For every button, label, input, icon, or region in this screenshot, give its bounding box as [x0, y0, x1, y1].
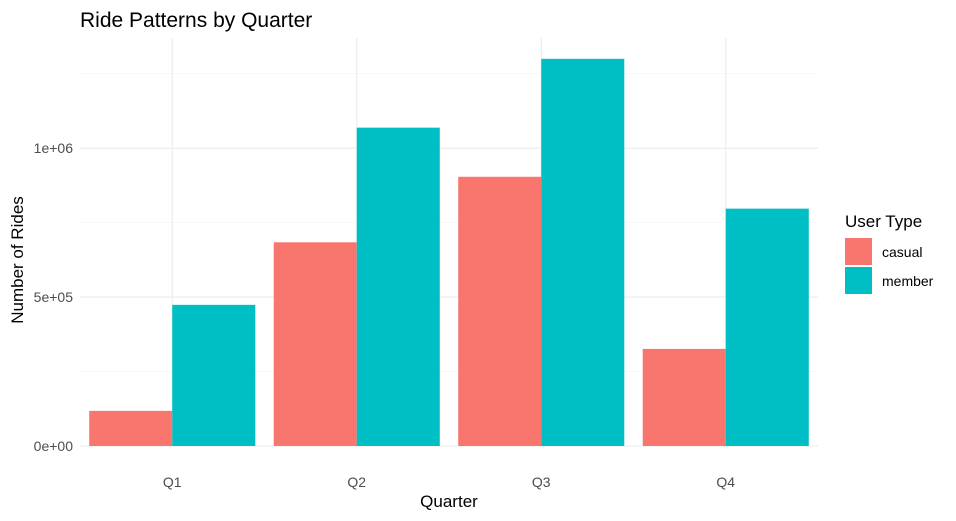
x-axis-title: Quarter [420, 492, 478, 511]
x-tick-label: Q2 [347, 474, 366, 490]
bar-casual-q2 [273, 242, 357, 446]
y-tick-label: 5e+05 [34, 289, 74, 305]
x-axis-ticks: Q1 Q2 Q3 Q4 [163, 474, 735, 490]
y-axis-ticks: 0e+00 5e+05 1e+06 [34, 140, 74, 454]
legend-swatch-casual [845, 238, 872, 265]
legend-title: User Type [845, 212, 922, 231]
bars [89, 58, 809, 447]
legend-swatch-member [845, 267, 872, 294]
x-tick-label: Q1 [163, 474, 182, 490]
bar-member-q2 [356, 127, 440, 447]
bar-member-q1 [172, 304, 256, 446]
bar-member-q4 [725, 208, 809, 446]
y-tick-label: 0e+00 [34, 438, 74, 454]
legend-label-casual: casual [882, 244, 922, 260]
y-tick-label: 1e+06 [34, 140, 74, 156]
legend: User Type casual member [845, 212, 934, 294]
bar-casual-q3 [458, 176, 542, 447]
x-tick-label: Q3 [532, 474, 551, 490]
bar-member-q3 [541, 58, 625, 447]
y-axis-title: Number of Rides [8, 196, 27, 324]
bar-casual-q1 [89, 410, 173, 446]
chart-title: Ride Patterns by Quarter [80, 9, 312, 32]
legend-label-member: member [882, 273, 934, 289]
bar-casual-q4 [642, 348, 726, 446]
x-tick-label: Q4 [716, 474, 735, 490]
